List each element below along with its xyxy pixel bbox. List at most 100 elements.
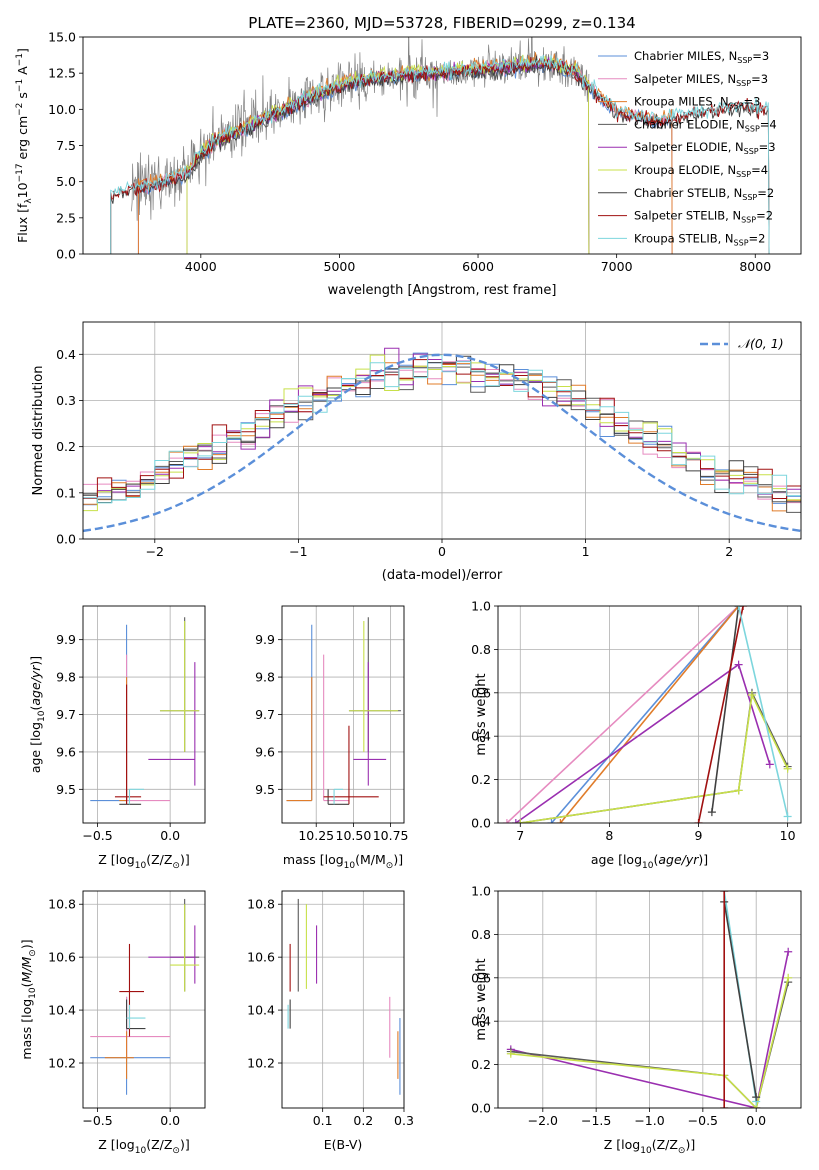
x-axis-label: Z [log10(Z/Z⊙)] <box>98 852 189 871</box>
weight-marker <box>734 660 743 669</box>
y-axis-label: Flux [fλ10−17 erg cm−2 s−1 A−1] <box>15 48 34 243</box>
panel-age-vs-mass: 10.25 10.50 10.75 9.5 9.6 9.7 9.8 9.9 mass [log1… <box>255 605 409 871</box>
y-tick-label: 10.8 <box>48 897 76 912</box>
y-tick-label: 9.7 <box>56 707 76 722</box>
weight-line <box>697 606 744 823</box>
x-tick-label: 10 <box>780 828 796 843</box>
y-tick-label: 9.8 <box>255 670 275 685</box>
y-tick-label: 9.5 <box>255 782 275 797</box>
x-tick-label: 5000 <box>324 259 356 274</box>
y-tick-label: 10.0 <box>48 102 76 117</box>
axes-frame <box>281 890 405 1109</box>
legend-entry: Chabrier ELODIE, NSSP=4 <box>634 117 777 133</box>
axes-frame <box>82 890 206 1109</box>
x-tick-label: −0.5 <box>82 828 112 843</box>
x-tick-label: 0.0 <box>160 828 180 843</box>
axes-frame <box>82 321 802 540</box>
y-tick-label: 9.9 <box>255 632 275 647</box>
x-tick-label: 0 <box>438 544 446 559</box>
x-tick-label: −0.5 <box>82 1113 112 1128</box>
x-tick-label: 10.25 <box>298 828 334 843</box>
axes-frame <box>281 605 405 824</box>
x-tick-label: 7000 <box>601 259 633 274</box>
y-tick-label: 0.6 <box>471 685 491 700</box>
y-tick-label: 0.0 <box>471 1101 491 1116</box>
y-tick-label: 9.9 <box>56 632 76 647</box>
x-tick-label: 0.0 <box>746 1113 766 1128</box>
panel-spectrum: 4000 5000 6000 7000 8000 0.0 2.5 5.0 7.5 10.0 12.5… <box>15 14 802 298</box>
y-tick-label: 0.2 <box>471 1057 491 1072</box>
axes-frame <box>82 605 206 824</box>
weight-marker <box>734 786 743 795</box>
legend-entry: Kroupa ELODIE, NSSP=4 <box>634 163 768 179</box>
weight-marker <box>720 891 729 895</box>
panel-residuals: −2 −1 0 1 2 0.0 0.1 0.2 0.3 0.4 (data-model)/error… <box>31 321 802 583</box>
x-tick-label: 9 <box>695 828 703 843</box>
x-axis-label: Z [log10(Z/Z⊙)] <box>98 1137 189 1156</box>
plot-area <box>502 606 792 823</box>
weight-marker <box>765 760 774 769</box>
y-tick-label: 1.0 <box>471 884 491 899</box>
histogram-kroupa-stelib <box>83 354 801 504</box>
x-tick-label: −1 <box>289 544 307 559</box>
y-axis-label: age [log10(age/yr)] <box>28 656 47 773</box>
weight-marker <box>739 606 748 610</box>
y-tick-label: 10.4 <box>48 1003 76 1018</box>
x-tick-label: 4000 <box>185 259 217 274</box>
y-tick-label: 0.0 <box>56 532 76 547</box>
plot-area <box>287 898 401 1095</box>
weight-marker <box>747 690 756 699</box>
x-tick-label: 0.2 <box>353 1113 373 1128</box>
legend-entry: Kroupa MILES, NSSP=3 <box>634 95 760 111</box>
legend-entry: Salpeter ELODIE, NSSP=3 <box>634 140 776 156</box>
x-axis-label: E(B-V) <box>324 1137 363 1152</box>
model-line-kroupa-stelib <box>110 54 770 254</box>
legend-entry: Chabrier MILES, NSSP=3 <box>634 49 769 65</box>
weight-line <box>510 977 789 1108</box>
y-tick-label: 9.5 <box>56 782 76 797</box>
x-tick-label: −1.0 <box>634 1113 664 1128</box>
y-tick-label: 0.1 <box>56 485 76 500</box>
weight-marker <box>547 819 556 823</box>
weight-marker <box>784 973 793 982</box>
model-line-chabrier-elodie <box>186 60 590 254</box>
normal-curve <box>83 353 801 533</box>
x-tick-label: 7 <box>516 828 524 843</box>
y-tick-label: 0.8 <box>471 927 491 942</box>
weight-line <box>515 663 771 823</box>
legend-entry: 𝒩(0, 1) <box>738 336 784 351</box>
y-axis-label: mass [log10(M/M⊙)] <box>19 939 38 1059</box>
weight-marker <box>511 819 520 823</box>
y-axis-label: Normed distribution <box>31 366 46 496</box>
x-tick-label: −0.5 <box>688 1113 718 1128</box>
spectrum-data-line <box>131 37 590 221</box>
y-axis-label: mass weight <box>474 673 489 755</box>
y-tick-label: 9.6 <box>255 744 275 759</box>
panel-mass-weight-vs-Z: −2.0 −1.5 −1.0 −0.5 0.0 0.0 0.2 0.4 0.6 0.8 1.0 Z [… <box>471 884 802 1156</box>
y-tick-label: 10.6 <box>48 950 76 965</box>
weight-line <box>510 951 789 1108</box>
x-axis-label: Z [log10(Z/Z⊙)] <box>604 1137 695 1156</box>
legend-entry: Kroupa STELIB, NSSP=2 <box>634 231 765 247</box>
x-tick-label: 0.3 <box>394 1113 414 1128</box>
panel-age-vs-Z: −0.5 0.0 9.5 9.6 9.7 9.8 9.9 Z [log10(Z/Z⊙)] age… <box>28 605 206 871</box>
y-tick-label: 0.2 <box>56 439 76 454</box>
weight-line <box>506 606 740 823</box>
y-axis-label: mass weight <box>474 958 489 1040</box>
weight-line <box>550 606 740 823</box>
x-tick-label: 1 <box>582 544 590 559</box>
x-tick-label: 2 <box>725 544 733 559</box>
plot-area <box>90 617 200 805</box>
plot-area <box>90 898 200 1095</box>
y-tick-label: 0.4 <box>471 729 491 744</box>
weight-line <box>723 901 757 1098</box>
legend-entry: Salpeter STELIB, NSSP=2 <box>634 209 773 225</box>
weight-marker <box>734 606 743 610</box>
weight-marker <box>506 1049 515 1058</box>
x-tick-label: 10.75 <box>373 828 409 843</box>
y-tick-label: 10.2 <box>247 1056 275 1071</box>
x-axis-label: age [log10(age/yr)] <box>591 852 708 871</box>
x-tick-label: 0.0 <box>160 1113 180 1128</box>
x-tick-label: −2 <box>146 544 164 559</box>
y-tick-label: 0.0 <box>471 816 491 831</box>
